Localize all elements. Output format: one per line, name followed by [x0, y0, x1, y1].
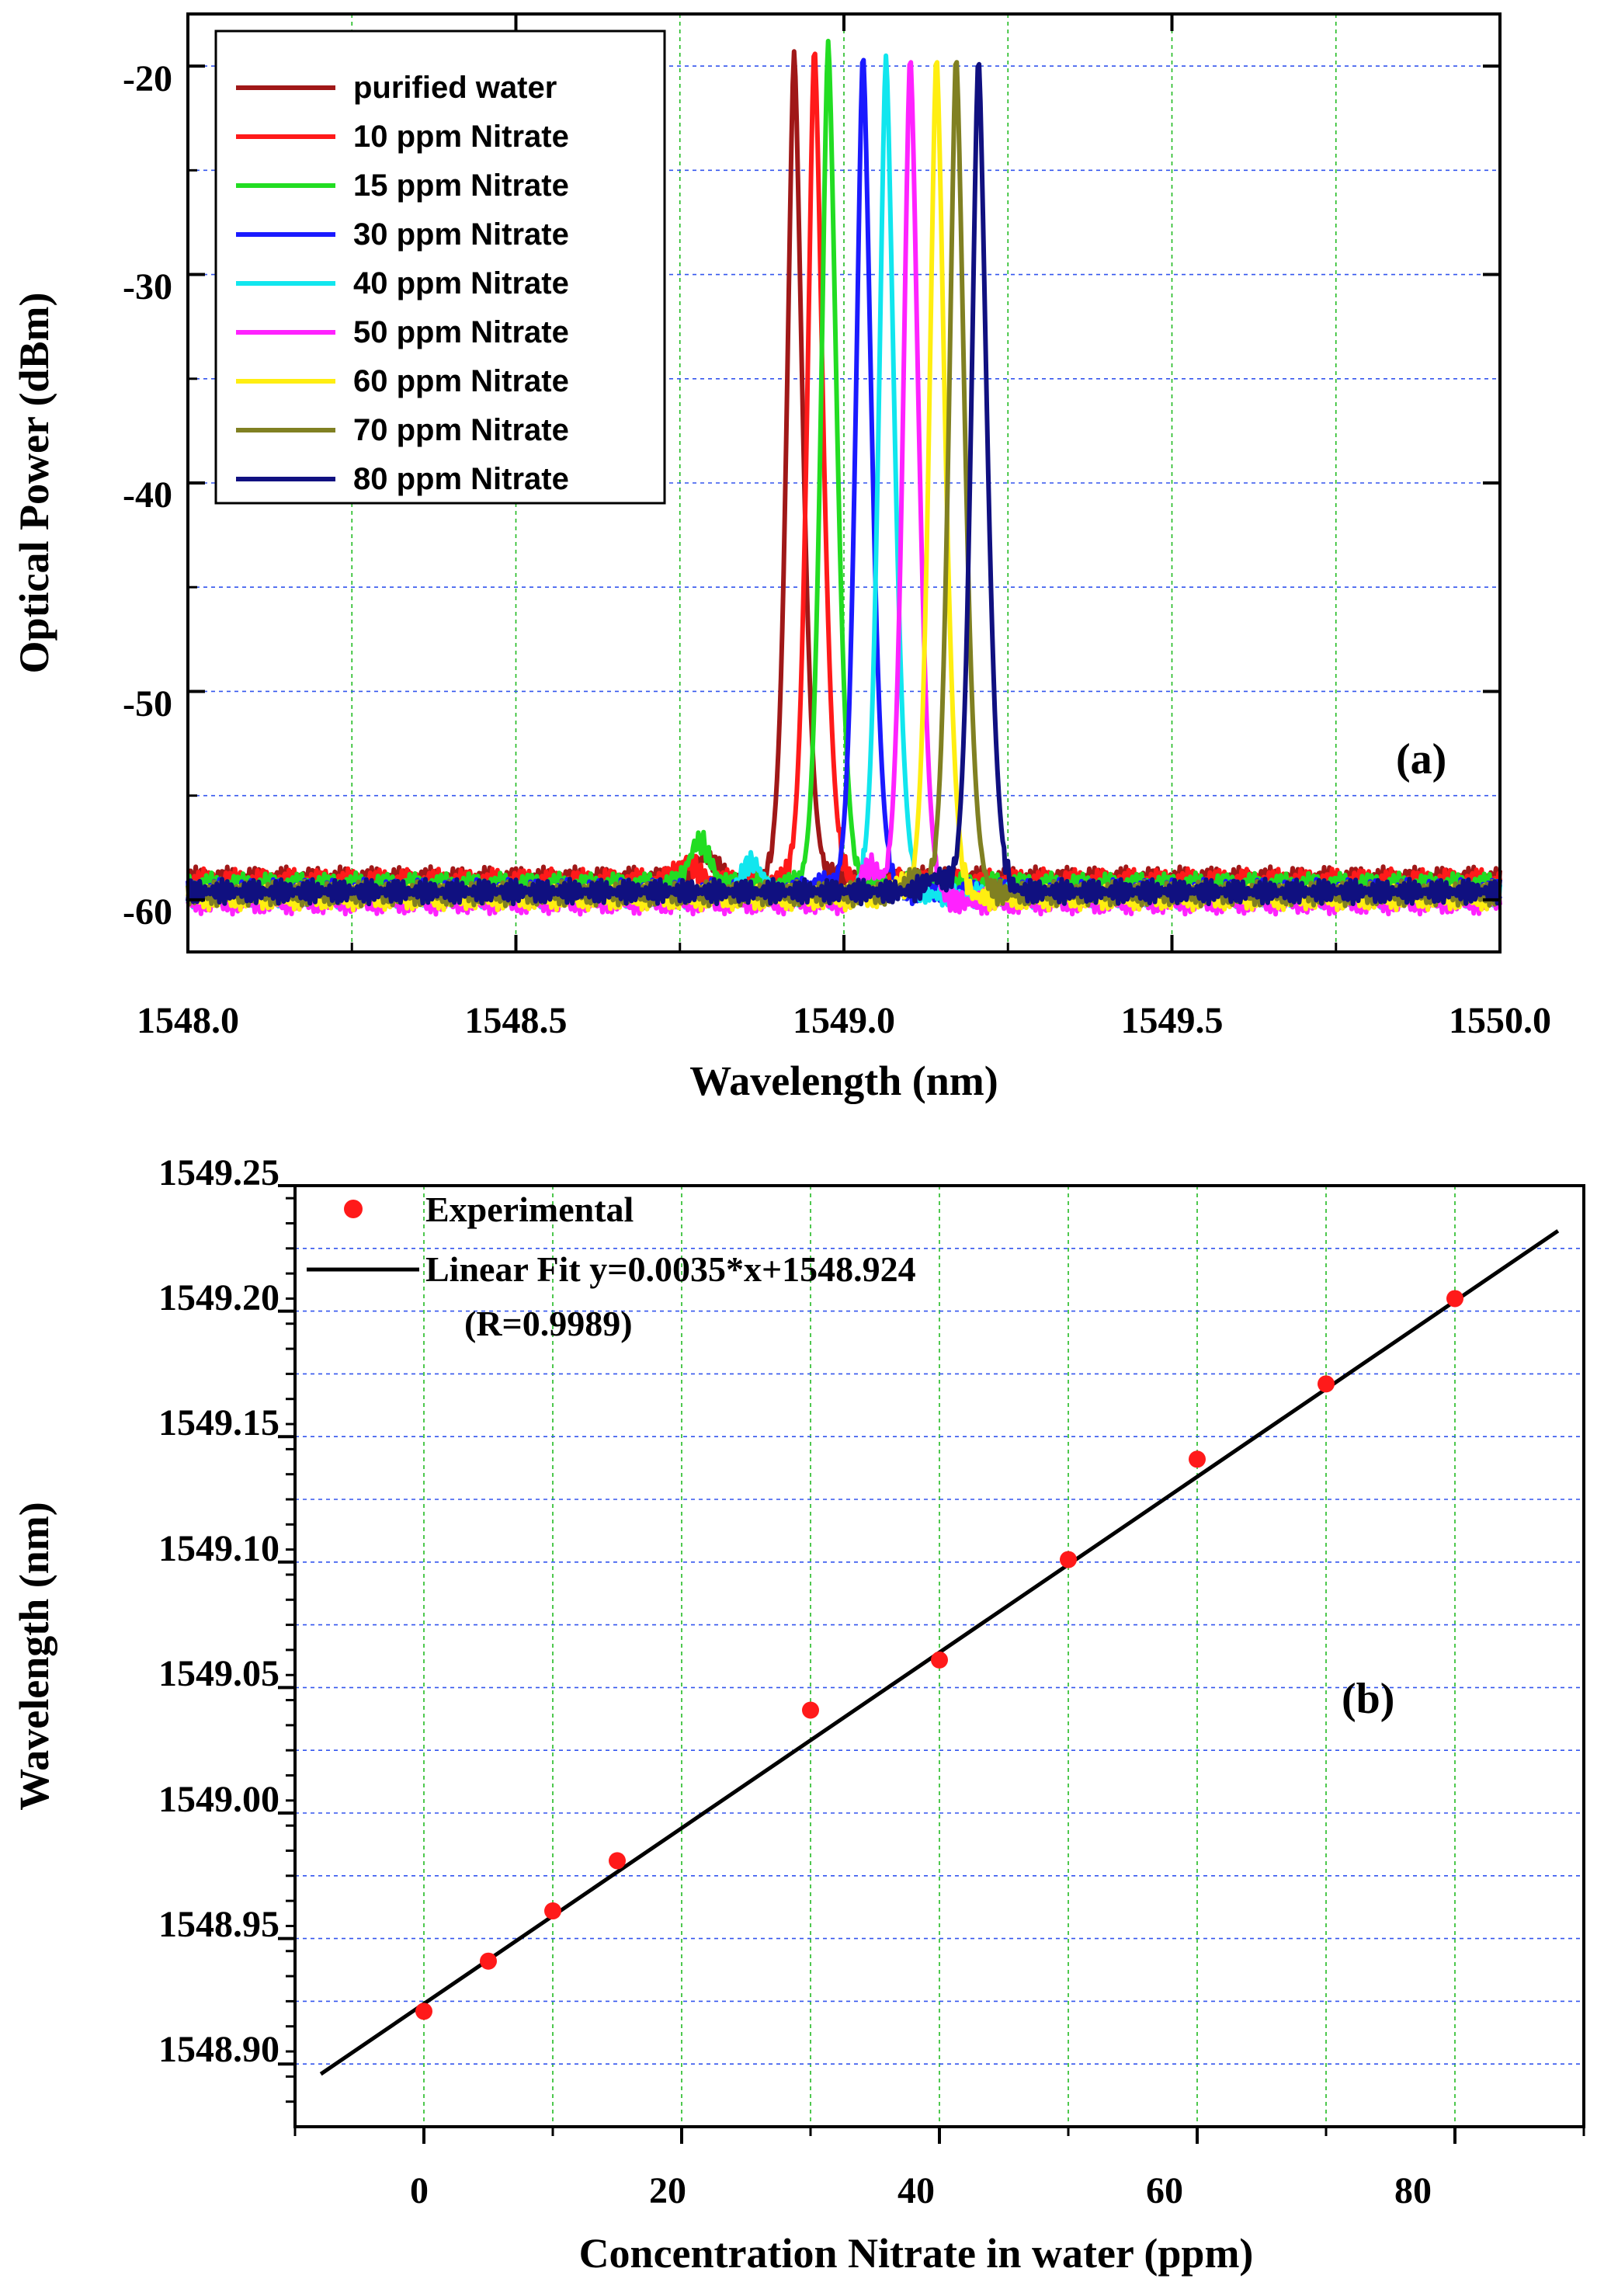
spectrum-xtick-label: 1548.5: [465, 1000, 568, 1041]
spectrum-xtick-label: 1550.0: [1449, 1000, 1551, 1041]
spectrum-ytick-label: -30: [123, 266, 172, 307]
calibration-ytick-label: 1549.05: [158, 1653, 279, 1694]
spectrum-xtick-label: 1549.0: [793, 1000, 895, 1041]
spectrum-ytick-label: -50: [123, 683, 172, 724]
legend-label-80ppm: 80 ppm Nitrate: [353, 462, 569, 496]
experimental-point: [1318, 1375, 1335, 1393]
calibration-grid: [295, 1185, 1584, 2127]
legend-label-experimental: Experimental: [425, 1190, 634, 1229]
calibration-chart: 0 20 40 60 80 1548.90 1548.95 1549.00 15…: [11, 1152, 1585, 2277]
legend-label-70ppm: 70 ppm Nitrate: [353, 413, 569, 447]
legend-label-r-value: (R=0.9989): [464, 1304, 633, 1343]
calibration-ytick-label: 1549.00: [158, 1779, 279, 1820]
spectrum-xtick-label: 1549.5: [1121, 1000, 1224, 1041]
spectrum-ytick-label: -40: [123, 474, 172, 516]
experimental-point: [609, 1852, 626, 1870]
spectrum-curves: [186, 38, 1502, 917]
spectrum-panel-label: (a): [1396, 735, 1446, 783]
calibration-x-axis-title: Concentration Nitrate in water (ppm): [579, 2230, 1254, 2277]
calibration-xtick-label: 60: [1146, 2170, 1183, 2211]
calibration-panel-label: (b): [1342, 1675, 1394, 1723]
legend-marker-experimental: [344, 1200, 363, 1218]
calibration-ytick-label: 1548.90: [158, 2029, 279, 2070]
experimental-point: [1060, 1551, 1077, 1568]
experimental-point: [544, 1902, 561, 1920]
legend-label-50ppm: 50 ppm Nitrate: [353, 315, 569, 349]
legend-label-30ppm: 30 ppm Nitrate: [353, 217, 569, 252]
experimental-point: [1189, 1450, 1206, 1468]
legend-label-purified-water: purified water: [353, 71, 557, 105]
spectrum-ytick-label: -20: [123, 58, 172, 99]
calibration-xtick-label: 80: [1394, 2170, 1432, 2211]
calibration-xtick-label: 20: [649, 2170, 686, 2211]
experimental-point: [480, 1952, 497, 1970]
spectrum-legend-box: [214, 30, 666, 505]
spectrum-xtick-label: 1548.0: [137, 1000, 239, 1041]
calibration-xtick-label: 40: [897, 2170, 935, 2211]
calibration-ytick-label: 1549.25: [158, 1152, 279, 1193]
calibration-ticks: [278, 1184, 1585, 2144]
spectrum-series-line: [186, 61, 1502, 907]
legend-label-60ppm: 60 ppm Nitrate: [353, 364, 569, 398]
calibration-ytick-label: 1549.20: [158, 1277, 279, 1318]
calibration-points: [415, 1290, 1463, 2020]
spectrum-ytick-label: -60: [123, 891, 172, 933]
legend-label-15ppm: 15 ppm Nitrate: [353, 168, 569, 203]
spectrum-ticks: [186, 14, 1502, 952]
experimental-point: [1446, 1290, 1463, 1308]
spectrum-x-axis-title: Wavelength (nm): [689, 1058, 998, 1104]
calibration-xtick-label: 0: [410, 2170, 429, 2211]
spectrum-y-axis-title: Optical Power (dBm): [11, 293, 57, 674]
spectrum-legend-swatches: [236, 85, 335, 481]
experimental-point: [802, 1701, 819, 1719]
calibration-ytick-label: 1549.10: [158, 1528, 279, 1569]
experimental-point: [415, 2002, 432, 2020]
calibration-ytick-label: 1548.95: [158, 1904, 279, 1945]
spectrum-legend: purified water 10 ppm Nitrate 15 ppm Nit…: [214, 30, 666, 505]
calibration-legend: Experimental Linear Fit y=0.0035*x+1548.…: [307, 1190, 916, 1343]
legend-label-linear-fit: Linear Fit y=0.0035*x+1548.924: [425, 1249, 916, 1289]
experimental-point: [931, 1651, 948, 1669]
calibration-ytick-label: 1549.15: [158, 1402, 279, 1443]
legend-label-40ppm: 40 ppm Nitrate: [353, 266, 569, 300]
spectrum-chart: 1548.0 1548.5 1549.0 1549.5 1550.0 -20 -…: [11, 12, 1551, 1104]
calibration-y-axis-title: Wavelength (nm): [11, 1502, 57, 1811]
legend-label-10ppm: 10 ppm Nitrate: [353, 120, 569, 154]
